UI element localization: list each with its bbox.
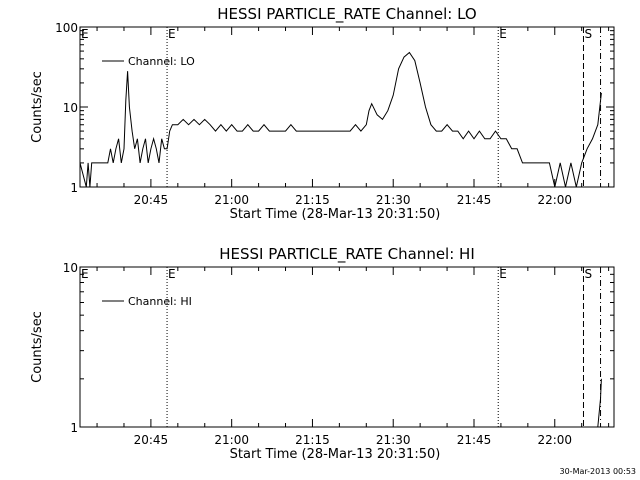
y-tick-label: 1 bbox=[70, 421, 78, 435]
event-marker-label: E bbox=[168, 27, 176, 41]
x-tick-label: 21:15 bbox=[295, 193, 330, 207]
x-axis-label: Start Time (28-Mar-13 20:31:50) bbox=[230, 207, 441, 222]
x-tick-label: 21:45 bbox=[457, 193, 492, 207]
x-tick-label: 22:00 bbox=[537, 193, 572, 207]
event-marker-label: S bbox=[584, 27, 592, 41]
x-tick-label: 21:15 bbox=[295, 433, 330, 447]
x-axis-label: Start Time (28-Mar-13 20:31:50) bbox=[230, 447, 441, 462]
event-marker-label: E bbox=[499, 267, 507, 281]
x-tick-label: 21:00 bbox=[214, 433, 249, 447]
chart-panel-hi: HESSI PARTICLE_RATE Channel: HI 1 10 20:45 2… bbox=[30, 245, 615, 462]
series-line bbox=[597, 378, 602, 428]
event-marker-label: E bbox=[81, 27, 89, 41]
event-marker-label: E bbox=[168, 267, 176, 281]
x-tick-label: 21:30 bbox=[376, 193, 411, 207]
series-line bbox=[79, 51, 602, 188]
event-marker-label: E bbox=[499, 27, 507, 41]
y-tick-label: 10 bbox=[63, 261, 78, 275]
legend-label: Channel: LO bbox=[128, 55, 195, 68]
y-tick-label: 1 bbox=[70, 181, 78, 195]
legend-label: Channel: HI bbox=[128, 295, 192, 308]
x-tick-label: 20:45 bbox=[134, 433, 169, 447]
chart-panel-lo: HESSI PARTICLE_RATE Channel: LO 1 10 100 20:… bbox=[30, 5, 615, 222]
x-tick-label: 22:00 bbox=[537, 433, 572, 447]
x-tick-label: 21:00 bbox=[214, 193, 249, 207]
x-tick-label: 21:30 bbox=[376, 433, 411, 447]
x-tick-label: 21:45 bbox=[457, 433, 492, 447]
y-tick-label: 10 bbox=[63, 101, 78, 115]
chart-title: HESSI PARTICLE_RATE Channel: LO bbox=[217, 5, 476, 24]
x-tick-label: 20:45 bbox=[134, 193, 169, 207]
y-axis-label: Counts/sec bbox=[30, 71, 45, 143]
event-marker-label: S bbox=[584, 267, 592, 281]
y-tick-label: 100 bbox=[55, 21, 78, 35]
plot-frame bbox=[79, 266, 615, 428]
chart-title: HESSI PARTICLE_RATE Channel: HI bbox=[219, 245, 475, 264]
footer-timestamp: 30-Mar-2013 00:53 bbox=[560, 467, 637, 476]
y-axis-label: Counts/sec bbox=[30, 311, 45, 383]
event-marker-label: E bbox=[81, 267, 89, 281]
